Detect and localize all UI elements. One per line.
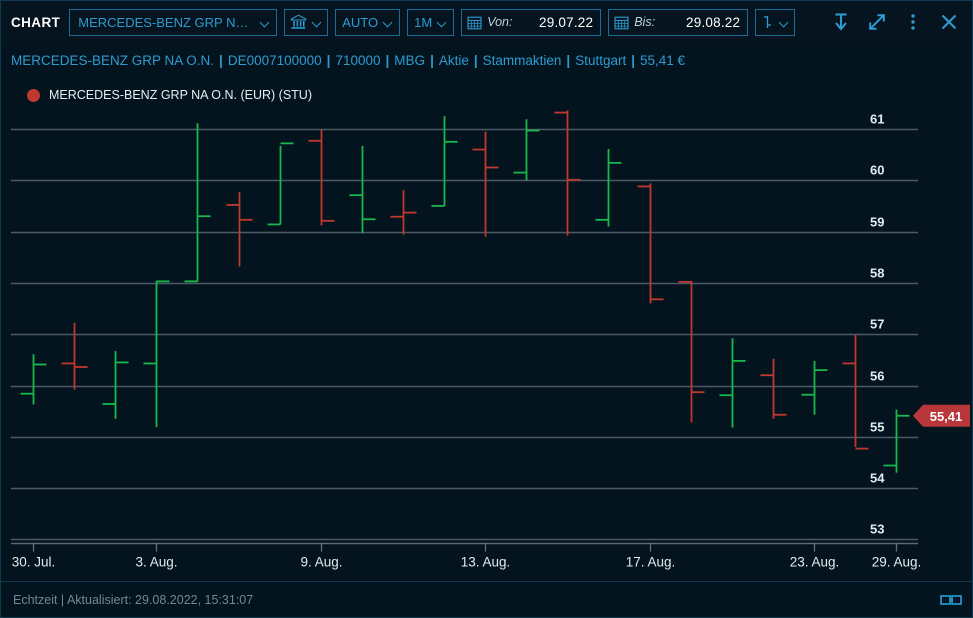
x-axis-tick-label: 29. Aug.	[872, 555, 922, 570]
x-axis-tick-label: 30. Jul.	[12, 555, 56, 570]
ohlc-bar	[595, 149, 622, 227]
ohlc-bar	[637, 183, 664, 304]
y-axis-tick-label: 58	[870, 266, 884, 281]
y-axis-tick-label: 57	[870, 317, 884, 332]
ohlc-bars	[20, 110, 910, 473]
breadcrumb-separator: |	[219, 52, 223, 68]
instrument-breadcrumb: MERCEDES-BENZ GRP NA O.N. | DE0007100000…	[11, 49, 685, 71]
ohlc-bar	[513, 119, 540, 181]
toolbar-actions	[830, 11, 964, 33]
status-text: Echtzeit | Aktualisiert: 29.08.2022, 15:…	[13, 592, 254, 607]
chevron-down-icon	[261, 18, 270, 27]
breadcrumb-separator: |	[566, 52, 571, 68]
last-price-marker: 55,41	[913, 404, 970, 427]
ohlc-bar	[719, 338, 746, 428]
arrow-collapse-icon[interactable]	[830, 11, 852, 33]
ohlc-bar	[431, 116, 458, 207]
chevron-down-icon	[780, 18, 789, 27]
y-axis-tick-label: 59	[870, 215, 884, 230]
ohlc-bar	[678, 280, 705, 423]
symbol-selector-value: MERCEDES-BENZ GRP NA ...	[78, 14, 256, 30]
period-selector-value: 1M	[414, 14, 433, 30]
x-axis-tick-label: 23. Aug.	[790, 555, 840, 570]
chart-footer: Echtzeit | Aktualisiert: 29.08.2022, 15:…	[1, 581, 972, 617]
calendar-icon	[467, 15, 482, 30]
ohlc-bar	[349, 145, 376, 234]
chart-type-selector[interactable]	[755, 8, 796, 36]
ohlc-bar	[143, 280, 170, 428]
breadcrumb-separator: |	[430, 52, 434, 68]
breadcrumb-separator: |	[473, 52, 478, 68]
y-gridlines: 61 60 59 58 57 56 55 54 53	[11, 112, 918, 541]
breadcrumb-item-2: 710000	[335, 52, 381, 68]
last-price-marker-label: 55,41	[930, 409, 963, 424]
date-from-label: Von:	[487, 15, 513, 29]
breadcrumb-item-0: MERCEDES-BENZ GRP NA O.N.	[11, 52, 215, 68]
y-axis-tick-label: 61	[870, 112, 884, 127]
legend-color-swatch	[27, 88, 40, 102]
breadcrumb-item-7: 55,41 €	[640, 52, 686, 68]
ohlc-bar	[390, 190, 417, 235]
date-to-label: Bis:	[634, 15, 656, 29]
ohlc-bar	[554, 110, 581, 236]
ohlc-bar	[226, 192, 253, 267]
ohlc-bar	[842, 334, 869, 450]
calendar-icon	[614, 15, 629, 30]
chevron-down-icon	[384, 18, 393, 27]
breadcrumb-item-4[interactable]: Aktie	[438, 52, 469, 68]
x-axis-tick-label: 9. Aug.	[300, 555, 342, 570]
breadcrumb-item-1: DE0007100000	[227, 52, 322, 68]
chart-toolbar: CHART MERCEDES-BENZ GRP NA ... AUTO	[1, 1, 972, 43]
period-selector[interactable]: 1M	[407, 8, 455, 36]
ohlc-bar	[20, 354, 47, 405]
chart-legend: MERCEDES-BENZ GRP NA O.N. (EUR) (STU)	[27, 88, 312, 102]
breadcrumb-item-6[interactable]: Stuttgart	[575, 52, 627, 68]
ohlc-bar-icon	[761, 14, 774, 30]
link-icon[interactable]	[940, 594, 962, 606]
arrow-expand-icon[interactable]	[866, 11, 888, 33]
bank-icon	[290, 14, 307, 30]
x-axis-tick-label: 3. Aug.	[135, 555, 177, 570]
x-axis: 30. Jul. 3. Aug. 9. Aug. 13. Aug. 17. Aug. 23…	[11, 542, 922, 570]
exchange-selector[interactable]	[284, 8, 329, 36]
ohlc-bar	[267, 142, 294, 226]
date-from-value: 29.07.22	[539, 14, 594, 30]
y-axis-tick-label: 56	[870, 369, 884, 384]
breadcrumb-separator: |	[326, 52, 331, 68]
x-axis-tick-label: 13. Aug.	[461, 555, 511, 570]
date-to-value: 29.08.22	[686, 14, 741, 30]
chevron-down-icon	[438, 18, 447, 27]
y-axis-tick-label: 53	[870, 522, 884, 537]
scale-selector[interactable]: AUTO	[335, 8, 401, 36]
y-axis-tick-label: 55	[870, 420, 884, 435]
ohlc-bar	[308, 129, 335, 226]
ohlc-bar	[472, 131, 499, 237]
date-to-field[interactable]: Bis: 29.08.22	[608, 8, 749, 36]
ohlc-bar	[102, 351, 129, 419]
ohlc-bar	[184, 123, 211, 283]
last-price-marker-shape	[913, 404, 970, 427]
y-axis-tick-label: 60	[870, 163, 884, 178]
chevron-down-icon	[313, 18, 322, 27]
date-from-field[interactable]: Von: 29.07.22	[461, 8, 602, 36]
symbol-selector[interactable]: MERCEDES-BENZ GRP NA ...	[69, 8, 278, 36]
scale-selector-value: AUTO	[342, 14, 379, 30]
ohlc-bar	[883, 409, 910, 473]
widget-title: CHART	[11, 14, 61, 30]
legend-label: MERCEDES-BENZ GRP NA O.N. (EUR) (STU)	[49, 88, 312, 102]
breadcrumb-separator: |	[385, 52, 390, 68]
breadcrumb-item-3: MBG	[394, 52, 426, 68]
ohlc-bar	[760, 358, 787, 419]
breadcrumb-item-5[interactable]: Stammaktien	[482, 52, 562, 68]
breadcrumb-separator: |	[631, 52, 636, 68]
kebab-menu-icon[interactable]	[902, 11, 924, 33]
y-axis-tick-label: 54	[870, 471, 885, 486]
ohlc-bar	[61, 322, 88, 390]
x-axis-tick-label: 17. Aug.	[626, 555, 676, 570]
close-icon[interactable]	[938, 11, 960, 33]
ohlc-bar	[801, 360, 828, 415]
